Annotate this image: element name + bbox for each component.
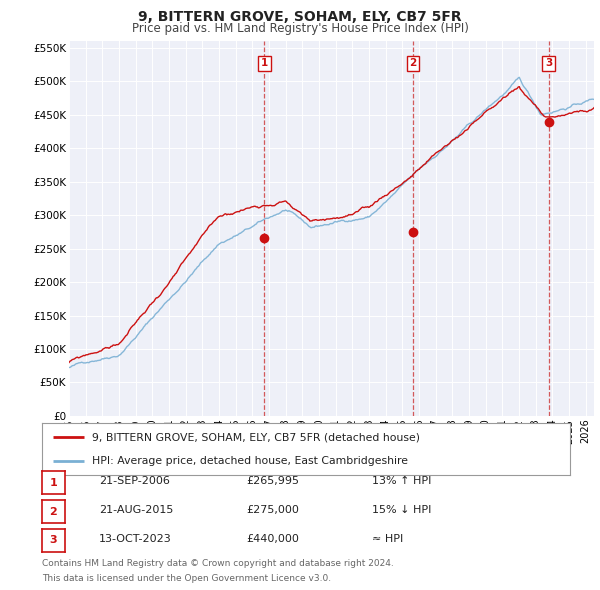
Text: 9, BITTERN GROVE, SOHAM, ELY, CB7 5FR: 9, BITTERN GROVE, SOHAM, ELY, CB7 5FR	[138, 10, 462, 24]
Text: HPI: Average price, detached house, East Cambridgeshire: HPI: Average price, detached house, East…	[92, 456, 408, 466]
Text: 9, BITTERN GROVE, SOHAM, ELY, CB7 5FR (detached house): 9, BITTERN GROVE, SOHAM, ELY, CB7 5FR (d…	[92, 432, 420, 442]
Text: 3: 3	[50, 536, 57, 545]
Text: 13-OCT-2023: 13-OCT-2023	[99, 534, 172, 543]
Text: £265,995: £265,995	[246, 476, 299, 486]
Text: 21-AUG-2015: 21-AUG-2015	[99, 505, 173, 514]
Text: 3: 3	[545, 58, 552, 68]
Text: 15% ↓ HPI: 15% ↓ HPI	[372, 505, 431, 514]
Text: £440,000: £440,000	[246, 534, 299, 543]
Text: 1: 1	[261, 58, 268, 68]
Text: 13% ↑ HPI: 13% ↑ HPI	[372, 476, 431, 486]
Text: 1: 1	[50, 478, 57, 487]
Text: Price paid vs. HM Land Registry's House Price Index (HPI): Price paid vs. HM Land Registry's House …	[131, 22, 469, 35]
Text: 21-SEP-2006: 21-SEP-2006	[99, 476, 170, 486]
Text: Contains HM Land Registry data © Crown copyright and database right 2024.: Contains HM Land Registry data © Crown c…	[42, 559, 394, 568]
Text: £275,000: £275,000	[246, 505, 299, 514]
Text: ≈ HPI: ≈ HPI	[372, 534, 403, 543]
Text: 2: 2	[50, 507, 57, 516]
Text: 2: 2	[409, 58, 416, 68]
Text: This data is licensed under the Open Government Licence v3.0.: This data is licensed under the Open Gov…	[42, 574, 331, 583]
